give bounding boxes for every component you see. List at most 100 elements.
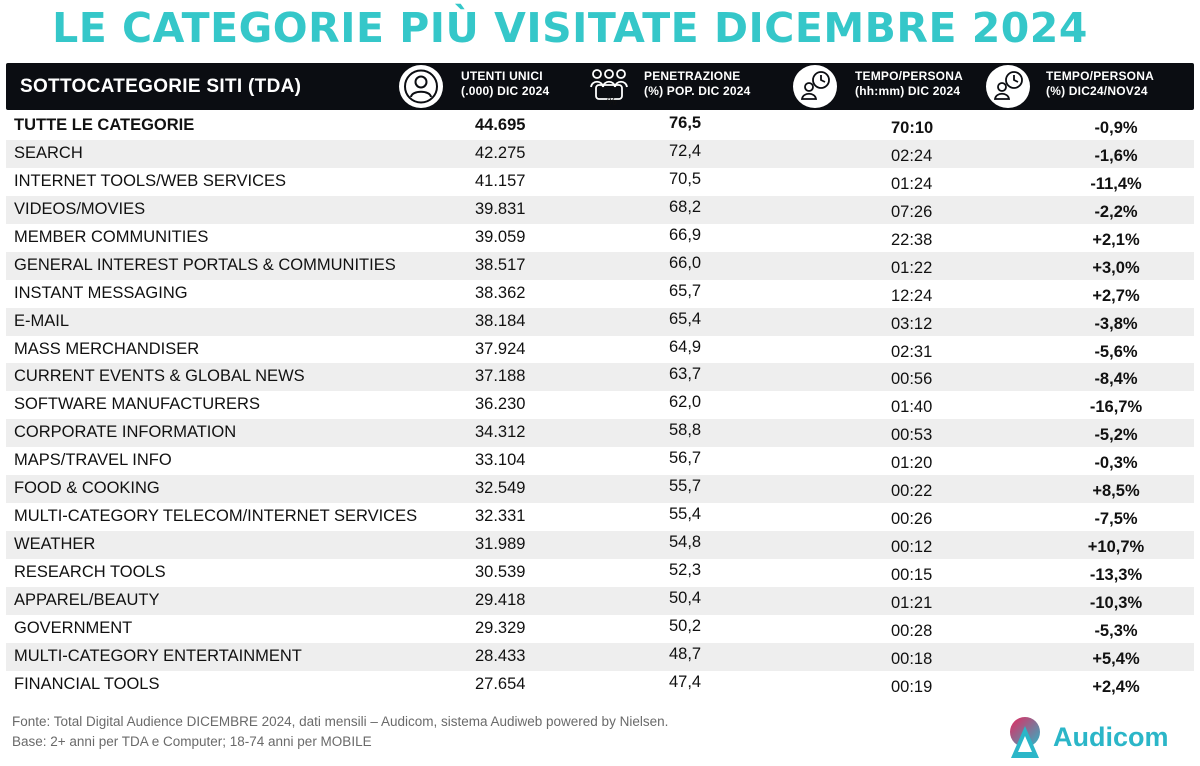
time-per-person: 01:21 [891,593,933,612]
penetration: 58,8 [669,421,702,440]
table-row: FINANCIAL TOOLS 27.654 47,4 00:19 +2,4% [6,671,1194,699]
header-penetration: PENETRAZIONE (%) POP. DIC 2024 [644,69,751,98]
unique-users: 39.831 [475,199,526,218]
time-variation: +2,4% [1092,677,1140,696]
time-variation: -0,9% [1094,119,1138,137]
table-row: APPAREL/BEAUTY 29.418 50,4 01:21 -10,3% [6,586,1194,615]
time-per-person: 00:18 [891,649,933,668]
time-per-person: 00:19 [891,677,933,696]
time-variation: -3,8% [1094,314,1138,333]
time-per-person: 00:53 [891,426,933,445]
penetration: 55,7 [669,477,702,496]
time-variation: +2,7% [1092,286,1140,305]
unique-users: 28.433 [475,646,526,665]
data-table: TUTTE LE CATEGORIE 44.695 76,5 70:10 -0,9% SE… [6,112,1194,699]
table-row: MULTI-CATEGORY TELECOM/INTERNET SERVICES… [6,503,1194,531]
category-name: FINANCIAL TOOLS [14,674,160,693]
time-per-person: 01:40 [891,398,933,417]
table-header: SOTTOCATEGORIE SITI (TDA) UTENTI UNICI (.… [6,63,1194,110]
category-name: MEMBER COMMUNITIES [14,227,209,246]
unique-users: 29.418 [475,590,526,609]
page-title: LE CATEGORIE PIÙ VISITATE DICEMBRE 2024 [52,4,1088,52]
time-per-person: 00:28 [891,621,933,640]
time-variation: -5,3% [1094,621,1138,640]
category-name: FOOD & COOKING [14,479,160,498]
time-per-person: 07:26 [891,202,933,221]
audicom-logo: Audicom [1005,712,1195,762]
time-per-person: 02:24 [891,146,933,165]
time-per-person: 22:38 [891,230,933,249]
time-variation: -7,5% [1094,510,1138,529]
time-variation: -10,3% [1089,593,1143,612]
unique-users: 38.517 [475,255,526,274]
footer-source: Fonte: Total Digital Audience DICEMBRE 2… [12,714,669,729]
category-name: RESEARCH TOOLS [14,563,166,581]
unique-users: 38.362 [475,283,526,302]
penetration: 72,4 [669,141,702,160]
penetration: 56,7 [669,449,702,468]
table-row: CURRENT EVENTS & GLOBAL NEWS 37.188 63,7 00… [6,363,1194,392]
table-row: MULTI-CATEGORY ENTERTAINMENT 28.433 48,7 00… [6,642,1194,671]
time-per-person: 02:31 [891,342,933,361]
category-name: MULTI-CATEGORY ENTERTAINMENT [14,646,302,665]
unique-users: 32.331 [475,507,526,526]
penetration: 76,5 [669,114,702,132]
table-row: SOFTWARE MANUFACTURERS 36.230 62,0 01:40 -16… [6,391,1194,419]
category-name: GENERAL INTEREST PORTALS & COMMUNITIES [14,255,396,274]
table-row: SEARCH 42.275 72,4 02:24 -1,6% [6,139,1194,168]
category-name: SEARCH [14,143,83,162]
unique-users: 38.184 [475,311,526,330]
footer-notes: Fonte: Total Digital Audience DICEMBRE 2… [12,712,668,752]
unique-users: 33.104 [475,451,526,470]
penetration: 66,9 [669,225,702,244]
unique-users: 34.312 [475,423,526,442]
table-row: GENERAL INTEREST PORTALS & COMMUNITIES 38… [6,251,1194,280]
penetration: 65,7 [669,281,702,300]
header-time: TEMPO/PERSONA (hh:mm) DIC 2024 [855,69,963,98]
table-row: FOOD & COOKING 32.549 55,7 00:22 +8,5% [6,475,1194,504]
category-name: MULTI-CATEGORY TELECOM/INTERNET SERVICES [14,507,418,526]
category-name: CURRENT EVENTS & GLOBAL NEWS [14,367,305,386]
time-per-person: 00:26 [891,510,933,529]
category-name: TUTTE LE CATEGORIE [14,116,195,134]
penetration: 52,3 [669,561,702,579]
header-category: SOTTOCATEGORIE SITI (TDA) [20,76,302,97]
penetration: 55,4 [669,505,702,524]
people-percent-icon: % [587,65,631,108]
time-variation: -1,6% [1094,146,1138,165]
time-per-person: 01:24 [891,174,933,193]
penetration: 47,4 [669,672,702,691]
time-variation: +10,7% [1087,538,1145,557]
penetration: 66,0 [669,253,702,272]
time-variation: +5,4% [1092,649,1140,668]
time-variation: -5,6% [1094,342,1138,361]
table-row: WEATHER 31.989 54,8 00:12 +10,7% [6,531,1194,559]
category-name: INSTANT MESSAGING [14,283,188,302]
time-per-person: 00:56 [891,370,933,389]
time-variation: -11,4% [1090,174,1142,193]
header-time-variation: TEMPO/PERSONA (%) DIC24/NOV24 [1046,69,1154,98]
category-name: INTERNET TOOLS/WEB SERVICES [14,171,287,190]
penetration: 48,7 [669,644,702,663]
unique-users: 39.059 [475,227,526,246]
category-name: VIDEOS/MOVIES [14,199,146,218]
unique-users: 37.924 [475,339,526,358]
unique-users: 29.329 [475,618,526,637]
time-variation: -13,3% [1089,566,1143,584]
penetration: 65,4 [669,309,702,328]
table-row: INTERNET TOOLS/WEB SERVICES 41.157 70,5 01:… [6,168,1194,196]
user-icon [399,65,443,108]
time-per-person: 00:12 [891,538,933,557]
clock-person-icon [986,65,1030,108]
unique-users: 27.654 [475,674,526,693]
time-per-person: 01:20 [891,454,933,473]
table-row-total: TUTTE LE CATEGORIE 44.695 76,5 70:10 -0,9% [6,112,1194,140]
table-row: MASS MERCHANDISER 37.924 64,9 02:31 -5,6% [6,336,1194,364]
penetration: 62,0 [669,393,702,412]
penetration: 50,2 [669,616,702,635]
time-per-person: 70:10 [891,119,934,137]
unique-users: 42.275 [475,143,526,162]
category-name: CORPORATE INFORMATION [14,423,237,442]
time-variation: +3,0% [1092,258,1140,277]
unique-users: 44.695 [475,116,526,134]
